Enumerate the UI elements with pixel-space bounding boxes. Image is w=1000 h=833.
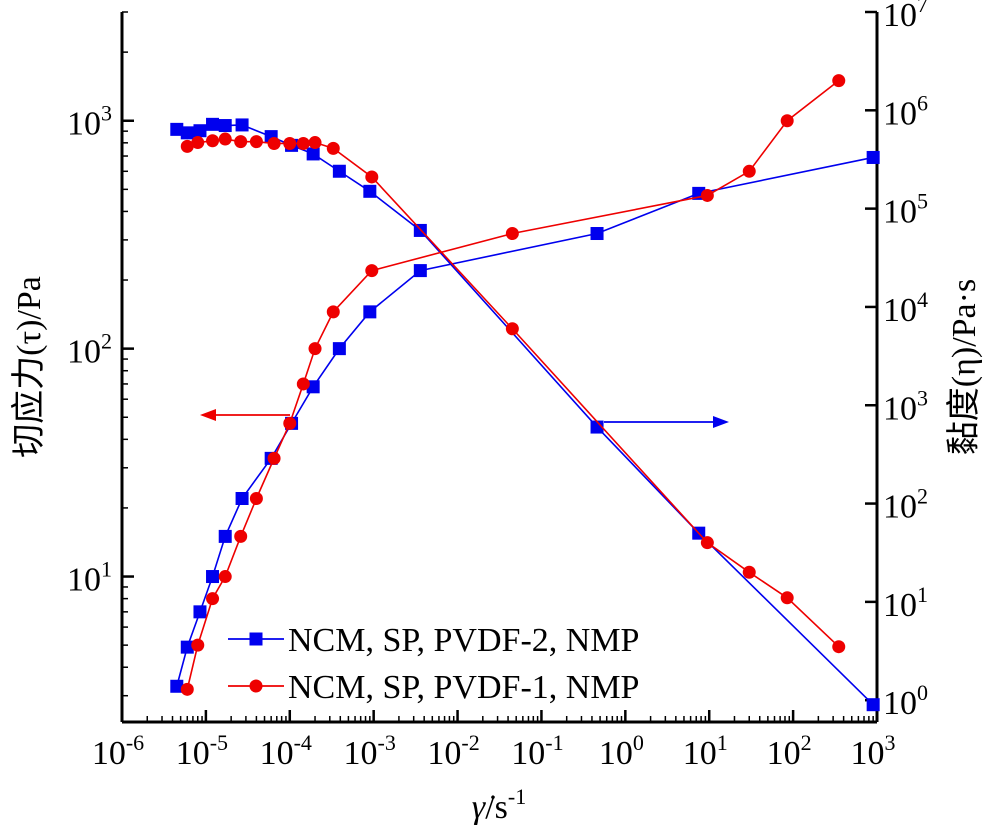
data-point-circle xyxy=(267,451,281,465)
y-left-axis-title: 切应力(τ)/Pa xyxy=(10,276,48,458)
data-point-circle xyxy=(218,132,232,146)
data-point-square xyxy=(590,420,604,434)
y-right-axis-title: 黏度(η)/Pa·s xyxy=(945,279,983,455)
data-point-square xyxy=(206,117,220,131)
data-point-square xyxy=(218,119,232,133)
data-point-square xyxy=(332,164,346,178)
data-point-circle xyxy=(308,342,322,356)
series-line-shear_stress xyxy=(186,79,840,690)
y-right-tick-label: 100 xyxy=(883,680,928,722)
data-point-square xyxy=(206,570,220,584)
y-right-tick-label: 101 xyxy=(883,582,928,624)
data-point-circle xyxy=(700,188,714,202)
data-point-circle xyxy=(249,491,263,505)
legend: NCM, SP, PVDF-2, NMP NCM, SP, PVDF-1, NMP xyxy=(228,622,639,706)
right-axis-arrow-head xyxy=(713,416,729,428)
data-point-square xyxy=(170,679,184,693)
data-point-circle xyxy=(283,416,297,430)
legend-marker-circle xyxy=(249,679,263,693)
data-point-circle xyxy=(180,682,194,696)
data-point-circle xyxy=(191,136,205,150)
series-layer xyxy=(170,74,880,712)
data-point-circle xyxy=(780,591,794,605)
data-point-circle xyxy=(206,134,220,148)
data-point-circle xyxy=(742,565,756,579)
data-point-circle xyxy=(218,570,232,584)
x-axis-title: γ̇/s-1 xyxy=(472,784,526,826)
data-point-square xyxy=(306,147,320,161)
data-point-circle xyxy=(296,377,310,391)
y-right-tick-label: 107 xyxy=(883,0,928,34)
legend-marker-square xyxy=(249,632,263,646)
data-point-circle xyxy=(832,74,846,88)
y-right-tick-label: 102 xyxy=(883,484,928,526)
data-point-circle xyxy=(234,135,248,149)
data-point-circle xyxy=(365,264,379,278)
data-point-square xyxy=(413,264,427,278)
y-right-tick-label: 106 xyxy=(883,90,928,132)
series-line-shear_stress xyxy=(176,156,874,687)
data-point-square xyxy=(363,184,377,198)
data-point-circle xyxy=(191,638,205,652)
x-tick-label: 100 xyxy=(599,730,644,772)
data-point-circle xyxy=(505,227,519,241)
data-point-circle xyxy=(206,592,220,606)
data-point-circle xyxy=(283,136,297,150)
y-left-tick-label: 102 xyxy=(67,329,112,371)
data-point-square xyxy=(218,529,232,543)
series-2 xyxy=(180,74,846,696)
data-point-circle xyxy=(832,640,846,654)
data-point-circle xyxy=(234,529,248,543)
x-tick-label: 10-4 xyxy=(260,730,312,772)
x-tick-label: 102 xyxy=(767,730,812,772)
data-point-circle xyxy=(365,170,379,184)
data-point-square xyxy=(306,380,320,394)
data-point-square xyxy=(363,305,377,319)
x-tick-label: 10-2 xyxy=(427,730,479,772)
data-point-circle xyxy=(296,136,310,150)
annotation-layer xyxy=(200,409,729,428)
y-left-tick-label: 103 xyxy=(67,101,112,143)
data-point-square xyxy=(866,150,880,164)
data-point-square xyxy=(193,605,207,619)
data-point-circle xyxy=(308,136,322,150)
legend-label: NCM, SP, PVDF-2, NMP xyxy=(288,622,639,659)
y-left-tick-label: 101 xyxy=(67,557,112,599)
y-right-tick-label: 104 xyxy=(883,287,928,329)
data-point-square xyxy=(170,122,184,136)
data-point-circle xyxy=(505,322,519,336)
x-tick-label: 101 xyxy=(683,730,728,772)
legend-label: NCM, SP, PVDF-1, NMP xyxy=(288,669,639,706)
x-tick-label: 10-1 xyxy=(511,730,563,772)
x-tick-label: 10-3 xyxy=(344,730,396,772)
data-point-square xyxy=(193,124,207,138)
left-axis-arrow-head xyxy=(200,409,216,421)
data-point-square xyxy=(332,342,346,356)
data-point-square xyxy=(235,491,249,505)
data-point-square xyxy=(180,640,194,654)
x-tick-label: 103 xyxy=(851,730,896,772)
data-point-circle xyxy=(249,135,263,149)
axes: 10-6 10-5 10-4 10-3 10-2 10-1 100 101 102 103 101 1… xyxy=(67,0,928,772)
data-point-circle xyxy=(180,139,194,153)
x-tick-label: 10-5 xyxy=(176,730,228,772)
y-right-tick-label: 105 xyxy=(883,189,928,231)
y-right-tick-label: 103 xyxy=(883,385,928,427)
data-point-square xyxy=(866,698,880,712)
series-line-viscosity xyxy=(187,138,840,648)
data-point-circle xyxy=(700,536,714,550)
x-tick-label: 10-6 xyxy=(92,730,144,772)
data-point-circle xyxy=(267,136,281,150)
data-point-square xyxy=(235,118,249,132)
data-point-square xyxy=(180,126,194,140)
data-point-circle xyxy=(780,114,794,128)
data-point-square xyxy=(590,227,604,241)
data-point-circle xyxy=(742,164,756,178)
data-point-circle xyxy=(326,141,340,155)
data-point-circle xyxy=(326,305,340,319)
axis-labels: γ̇/s-1 切应力(τ)/Pa 黏度(η)/Pa·s xyxy=(10,276,983,826)
